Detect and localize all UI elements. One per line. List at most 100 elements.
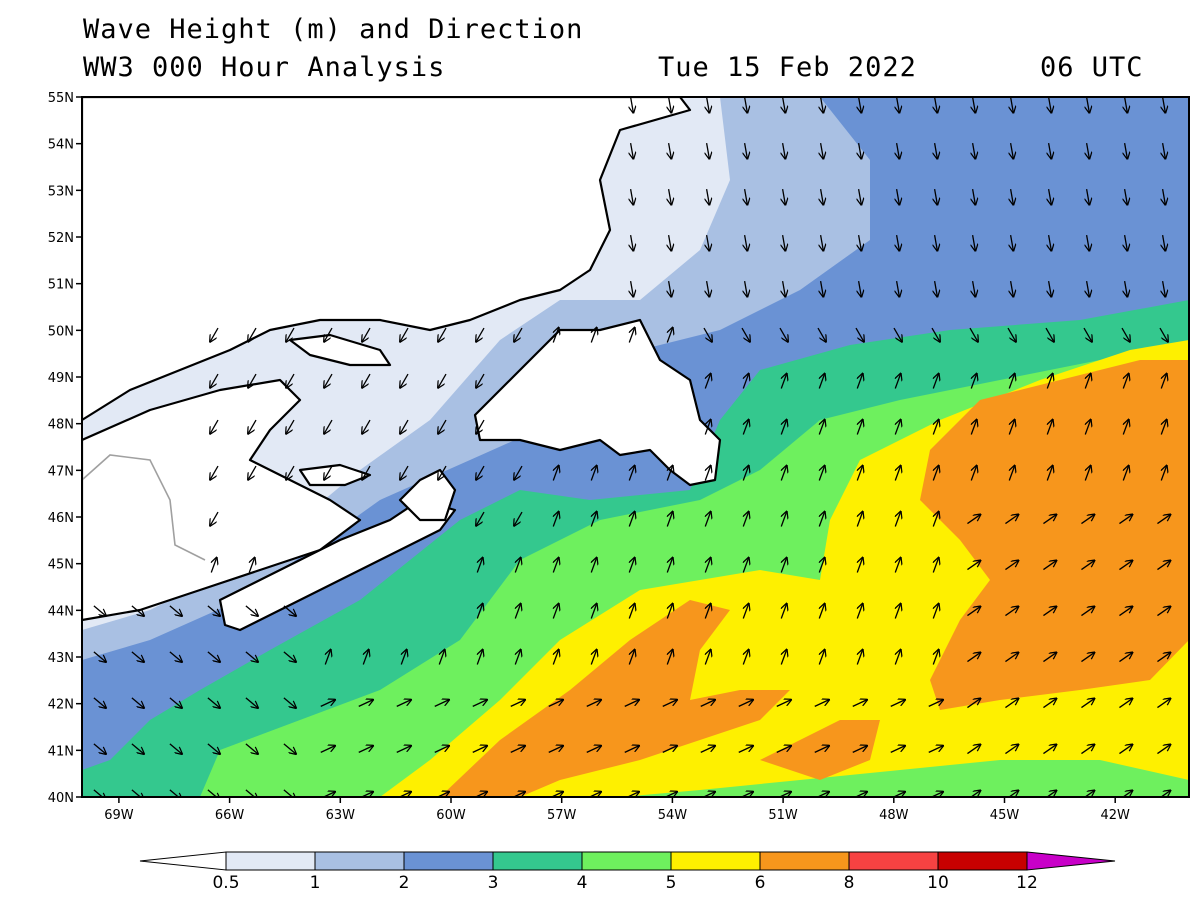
lat-tick-label: 41N <box>48 744 74 759</box>
wave-direction-arrow <box>742 465 748 481</box>
wave-direction-arrow <box>897 143 900 159</box>
wave-direction-arrow <box>248 327 257 342</box>
wave-direction-arrow <box>624 746 640 753</box>
wave-direction-arrow <box>362 327 371 342</box>
wave-direction-arrow <box>476 419 485 434</box>
wave-direction-arrow <box>738 700 754 707</box>
wave-direction-arrow <box>1046 465 1052 481</box>
wave-direction-arrow <box>894 419 900 435</box>
wave-direction-arrow <box>704 649 710 665</box>
colorbar-segment <box>581 851 672 871</box>
latitude-axis: 55N 54N 53N 52N 51N 50N 49N 48N 47N 46N 45N 44N 43N 4… <box>48 91 82 806</box>
wave-direction-arrow <box>438 465 447 480</box>
wave-direction-arrow <box>1005 744 1018 755</box>
colorbar-segment <box>314 851 405 871</box>
lon-tick-label: 54W <box>658 808 688 823</box>
lon-tick-label: 42W <box>1100 808 1130 823</box>
colorbar-label: 8 <box>844 873 855 893</box>
wave-direction-arrow <box>514 557 520 573</box>
wave-direction-arrow <box>358 746 374 753</box>
wave-direction-arrow <box>666 327 672 343</box>
wave-direction-arrow <box>628 557 634 573</box>
colorbar-label: 3 <box>488 873 499 893</box>
wave-direction-arrow <box>472 700 488 707</box>
wave-direction-arrow <box>552 511 558 527</box>
wave-direction-arrow <box>973 189 976 205</box>
wave-direction-arrow <box>1008 465 1014 481</box>
wave-direction-arrow <box>967 652 980 663</box>
wave-direction-arrow <box>707 143 710 159</box>
wave-direction-arrow <box>1011 281 1014 297</box>
wave-direction-arrow <box>935 281 938 297</box>
wave-direction-arrow <box>438 419 447 434</box>
wave-direction-arrow <box>1043 652 1056 663</box>
wave-direction-arrow <box>207 743 220 754</box>
wave-direction-arrow <box>894 603 900 619</box>
wave-direction-arrow <box>783 281 786 297</box>
wave-direction-arrow <box>704 465 710 481</box>
wave-direction-arrow <box>131 789 144 797</box>
wave-direction-arrow <box>818 511 824 527</box>
valid-date: Tue 15 Feb 2022 <box>658 52 917 83</box>
wave-direction-arrow <box>856 603 862 619</box>
wave-direction-arrow <box>928 700 944 707</box>
wave-direction-arrow <box>821 281 824 297</box>
wave-direction-arrow <box>207 697 220 708</box>
wave-direction-arrow <box>476 373 485 388</box>
wave-direction-arrow <box>207 789 220 797</box>
wave-direction-arrow <box>324 649 330 665</box>
wave-direction-arrow <box>780 465 786 481</box>
wave-direction-arrow <box>1008 790 1018 797</box>
wave-direction-arrow <box>1049 143 1052 159</box>
wave-direction-arrow <box>816 792 830 797</box>
wave-direction-arrow <box>1160 465 1166 481</box>
wave-direction-arrow <box>438 327 447 342</box>
wave-direction-arrow <box>1011 189 1014 205</box>
wave-direction-arrow <box>859 189 862 205</box>
wave-direction-arrow <box>1005 652 1018 663</box>
wave-direction-arrow <box>1046 419 1052 435</box>
wave-direction-arrow <box>588 792 602 797</box>
wave-direction-arrow <box>514 603 520 619</box>
lon-tick-label: 51W <box>768 808 798 823</box>
wave-direction-arrow <box>821 97 824 113</box>
wave-direction-arrow <box>512 792 526 797</box>
wave-direction-arrow <box>666 557 672 573</box>
wave-direction-arrow <box>745 189 748 205</box>
wave-direction-arrow <box>362 419 371 434</box>
wave-direction-arrow <box>780 373 786 389</box>
wave-direction-arrow <box>856 557 862 573</box>
wave-direction-arrow <box>1157 698 1170 709</box>
wave-direction-arrow <box>669 143 672 159</box>
wave-direction-arrow <box>1125 189 1128 205</box>
wave-direction-arrow <box>434 700 450 707</box>
wave-direction-arrow <box>894 649 900 665</box>
wave-direction-arrow <box>631 143 634 159</box>
wave-direction-arrow <box>362 649 368 665</box>
wave-direction-arrow <box>476 557 482 573</box>
wave-direction-arrow <box>1005 698 1018 709</box>
colorbar-segment <box>492 851 583 871</box>
lat-tick-label: 48N <box>48 418 74 433</box>
wave-direction-arrow <box>1119 560 1132 571</box>
wave-direction-arrow <box>1081 744 1094 755</box>
wave-direction-arrow <box>169 697 182 708</box>
lat-tick-label: 54N <box>48 138 74 153</box>
wave-direction-arrow <box>745 143 748 159</box>
lat-tick-label: 46N <box>48 511 74 526</box>
wave-direction-arrow <box>631 235 634 251</box>
wave-direction-arrow <box>818 557 824 573</box>
wave-direction-arrow <box>742 373 748 389</box>
wave-direction-arrow <box>631 189 634 205</box>
wave-direction-arrow <box>324 373 333 388</box>
wave-direction-arrow <box>245 789 258 797</box>
wave-direction-arrow <box>248 373 257 388</box>
wave-direction-arrow <box>396 700 412 707</box>
wave-direction-arrow <box>932 649 938 665</box>
wave-direction-arrow <box>1083 327 1092 342</box>
wave-direction-arrow <box>362 465 371 480</box>
colorbar-label: 2 <box>399 873 410 893</box>
lon-tick-label: 57W <box>547 808 577 823</box>
wave-direction-arrow <box>1159 327 1168 342</box>
wave-direction-arrow <box>324 327 333 342</box>
